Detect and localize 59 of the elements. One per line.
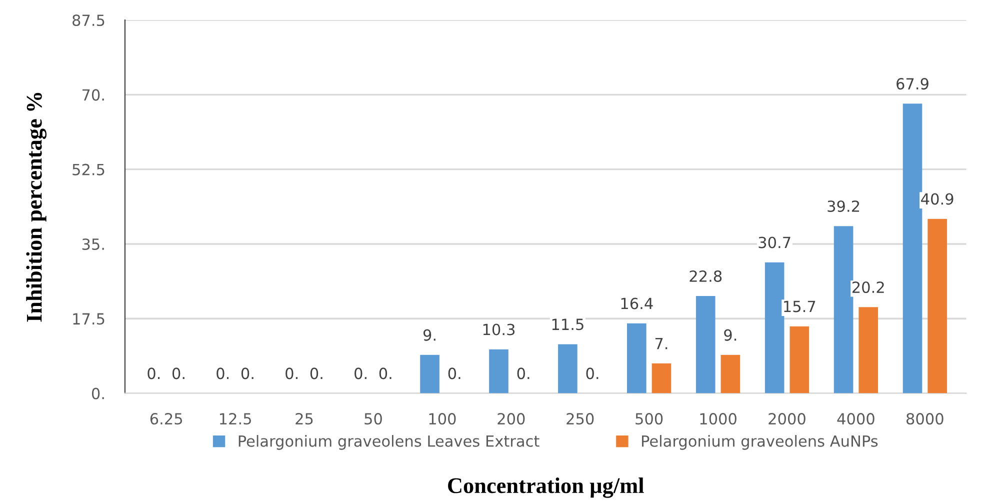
bar — [928, 218, 947, 394]
y-axis-title: Inhibition percentage % — [26, 92, 47, 322]
data-label: 0. — [241, 368, 254, 380]
data-label: 67.9 — [896, 78, 928, 90]
y-tick-label: 52.5 — [72, 164, 104, 176]
x-tick-label: 6.25 — [150, 413, 182, 425]
x-tick-label: 500 — [636, 413, 663, 425]
data-label: 0. — [354, 368, 366, 380]
data-label: 9. — [724, 329, 736, 341]
data-label: 0. — [172, 368, 184, 380]
x-axis-title: Concentration µg/ml — [448, 478, 644, 498]
data-label: 0. — [216, 368, 229, 380]
x-tick-label: 200 — [498, 413, 525, 425]
data-label: 0. — [586, 368, 598, 380]
data-label: 7. — [655, 338, 668, 350]
data-label: 15.7 — [784, 300, 816, 312]
x-tick-label: 25 — [296, 413, 313, 425]
x-tick-label: 50 — [364, 413, 382, 425]
data-label: 0. — [286, 368, 298, 380]
bar — [627, 323, 646, 394]
y-tick-label: 70. — [82, 89, 104, 101]
x-tick-label: 8000 — [906, 413, 944, 425]
data-label: 20.2 — [852, 281, 884, 294]
data-label: 0. — [379, 368, 392, 380]
y-tick-label: 0. — [92, 388, 104, 400]
data-label: 40.9 — [921, 193, 954, 205]
data-label: 0. — [310, 368, 322, 380]
y-tick-label: 17.5 — [73, 313, 104, 325]
bar — [652, 363, 672, 394]
x-tick-label: 250 — [566, 413, 594, 425]
bar — [858, 307, 878, 394]
data-label: 10.3 — [483, 324, 515, 336]
x-tick-label: 1000 — [700, 413, 736, 425]
bar — [489, 349, 508, 394]
data-label: 22.8 — [690, 270, 722, 282]
x-tick-label: 4000 — [837, 413, 874, 425]
legend-label: Pelargonium graveolens AuNPs — [642, 435, 878, 450]
bar — [720, 354, 740, 394]
bar — [790, 326, 810, 394]
x-tick-label: 100 — [429, 413, 456, 425]
data-label: 0. — [517, 368, 530, 380]
data-label: 9. — [423, 329, 436, 341]
bar — [696, 296, 716, 394]
bar — [902, 104, 922, 394]
data-label: 39.2 — [828, 200, 860, 212]
y-tick-label: 35. — [82, 238, 104, 250]
data-label: 30.7 — [758, 236, 790, 248]
bar — [834, 226, 854, 394]
legend-label: Pelargonium graveolens Leaves Extract — [238, 435, 540, 450]
data-label: 0. — [148, 368, 160, 380]
data-label: 11.5 — [552, 318, 584, 330]
bar — [420, 354, 440, 394]
y-tick-label: 87.5 — [72, 14, 104, 26]
x-tick-label: 12.5 — [220, 413, 251, 425]
x-tick-label: 2000 — [768, 413, 806, 425]
data-label: 0. — [448, 368, 460, 380]
data-label: 16.4 — [621, 298, 653, 310]
bar — [558, 344, 578, 394]
bar — [764, 262, 784, 394]
